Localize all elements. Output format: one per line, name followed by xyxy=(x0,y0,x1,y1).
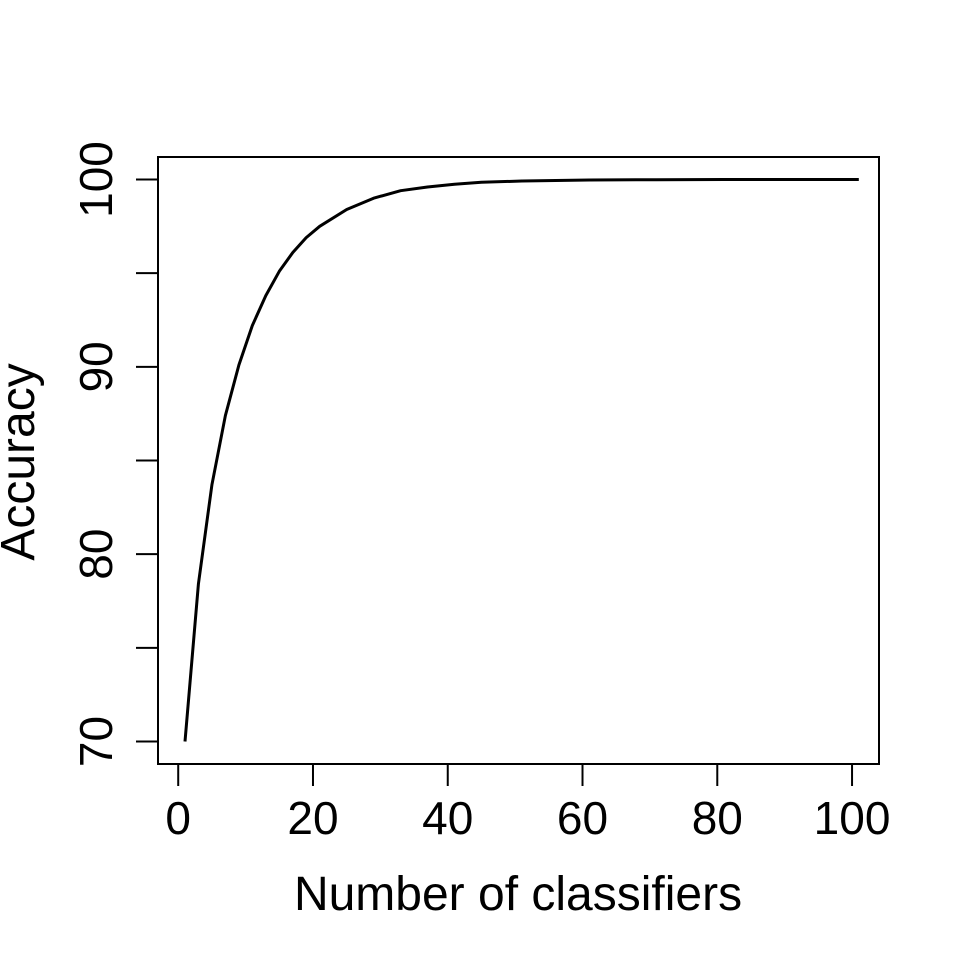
x-tick-label-20: 20 xyxy=(287,792,338,844)
y-tick-label-80: 80 xyxy=(70,529,122,580)
x-tick-label-0: 0 xyxy=(165,792,191,844)
y-tick-label-90: 90 xyxy=(70,341,122,392)
y-tick-label-100: 100 xyxy=(70,141,122,218)
x-tick-label-100: 100 xyxy=(814,792,891,844)
x-tick-label-40: 40 xyxy=(422,792,473,844)
series-layer xyxy=(183,178,859,742)
plot-frame xyxy=(157,156,880,765)
y-axis-label: Accuracy xyxy=(0,363,45,560)
x-tick-label-80: 80 xyxy=(692,792,743,844)
y-axis: 70 80 90 100 xyxy=(70,141,159,767)
y-tick-label-70: 70 xyxy=(70,716,122,767)
x-tick-label-60: 60 xyxy=(557,792,608,844)
x-axis-label: Number of classifiers xyxy=(294,868,742,921)
series-line-0 xyxy=(183,178,859,742)
x-axis: 0 20 40 60 80 100 xyxy=(165,763,891,844)
